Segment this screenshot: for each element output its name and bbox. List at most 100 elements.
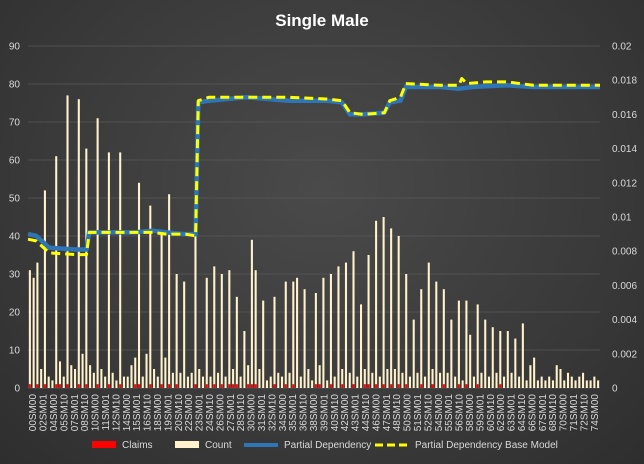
x-tick-label: 34SM00 — [278, 394, 289, 432]
x-axis: 00SM00 02SM01 04SM00 05SM10 07SM01 08SM10 10SM… — [28, 394, 601, 432]
x-tick-label: 62SM00 — [496, 394, 507, 432]
claims-bar — [66, 384, 69, 388]
y-right-tick-label: 0.006 — [612, 281, 637, 292]
count-bar — [480, 372, 483, 388]
count-bar — [559, 369, 562, 388]
claims-bar — [247, 384, 250, 388]
count-bar — [122, 376, 125, 388]
y-right-tick-label: 0.02 — [612, 42, 632, 53]
count-bar — [254, 270, 257, 388]
y-right-tick-label: 0.018 — [612, 76, 637, 87]
claims-bar — [168, 384, 171, 388]
count-bar — [186, 376, 189, 388]
count-bars — [28, 95, 600, 389]
count-bar — [179, 372, 182, 388]
count-bar — [164, 357, 167, 388]
count-bar — [506, 331, 509, 388]
x-tick-label: 54SM00 — [434, 394, 445, 432]
y-left-tick-label: 10 — [9, 346, 21, 357]
claims-bar — [77, 384, 80, 388]
claims-bar — [134, 384, 137, 388]
y-axis-left: 0 10 20 30 40 50 60 70 80 90 — [9, 42, 21, 395]
count-bar — [521, 323, 524, 388]
count-bar — [47, 376, 50, 388]
count-bar — [518, 376, 521, 388]
count-bar — [442, 289, 445, 388]
count-bar — [322, 277, 325, 388]
count-bar — [386, 369, 389, 388]
count-bar — [435, 281, 438, 388]
count-bar — [171, 372, 174, 388]
x-tick-label: 56SM10 — [455, 394, 466, 432]
claims-bar — [220, 384, 223, 388]
y-right-tick-label: 0 — [612, 384, 618, 395]
claims-bar — [375, 384, 378, 388]
x-tick-label: 20SM10 — [174, 394, 185, 432]
claims-bar — [284, 384, 287, 388]
count-bar — [378, 376, 381, 388]
count-bar — [574, 380, 577, 388]
count-bar — [141, 376, 144, 388]
count-bar — [198, 369, 201, 388]
count-bar — [137, 182, 141, 388]
count-bar — [337, 266, 340, 388]
claims-bar — [499, 384, 502, 388]
claims-bar — [228, 384, 231, 388]
count-bar — [548, 376, 551, 388]
count-bar — [341, 369, 344, 388]
count-bar — [273, 296, 276, 388]
claims-bar — [119, 384, 122, 388]
y-left-tick-label: 40 — [9, 232, 21, 243]
count-bar — [551, 380, 554, 388]
x-tick-label: 38SM00 — [309, 394, 320, 432]
count-bar — [536, 380, 539, 388]
count-bar — [51, 380, 54, 388]
y-right-tick-label: 0.016 — [612, 110, 637, 121]
x-tick-label: 12SM10 — [111, 394, 122, 432]
x-tick-label: 05SM10 — [59, 394, 70, 432]
x-tick-label: 68SM10 — [548, 394, 559, 432]
count-bar — [344, 262, 348, 388]
count-bar — [367, 255, 370, 388]
count-bar — [284, 281, 287, 388]
claims-bar — [457, 384, 460, 388]
count-bar — [495, 372, 498, 388]
count-bar — [314, 293, 317, 388]
x-tick-label: 27SM01 — [226, 394, 237, 432]
claims-bar — [382, 384, 385, 388]
count-bar — [250, 239, 253, 388]
count-bar — [491, 327, 494, 388]
claims-bar — [55, 384, 58, 388]
count-bar — [469, 334, 472, 388]
count-bar — [43, 190, 46, 388]
count-bar — [277, 372, 280, 388]
count-bar — [390, 228, 393, 388]
x-tick-label: 66SM00 — [527, 394, 538, 432]
x-tick-label: 28SM10 — [236, 394, 247, 432]
count-bar — [393, 369, 396, 388]
claims-bar — [318, 384, 321, 388]
x-tick-label: 70SM00 — [559, 394, 570, 432]
count-bar — [514, 338, 517, 388]
claims-bar — [405, 384, 408, 388]
x-tick-label: 52SM10 — [423, 394, 434, 432]
legend-swatch — [175, 441, 199, 448]
count-bar — [217, 372, 220, 388]
partial-dependency-base-model-line — [27, 77, 600, 257]
count-bar — [296, 277, 299, 388]
x-tick-label: 72SM10 — [579, 394, 590, 432]
count-bar — [318, 365, 321, 388]
claims-bar — [465, 384, 468, 388]
claims-bars — [28, 384, 502, 388]
claims-bar — [96, 384, 99, 388]
count-bar — [457, 300, 460, 388]
count-bar — [32, 277, 35, 388]
count-bar — [247, 365, 250, 388]
count-bar — [119, 152, 122, 388]
count-bar — [333, 376, 336, 388]
y-right-tick-label: 0.008 — [612, 247, 637, 258]
count-bar — [220, 274, 223, 388]
count-bar — [405, 274, 408, 388]
count-bar — [40, 369, 43, 388]
x-tick-label: 44SM10 — [361, 394, 372, 432]
